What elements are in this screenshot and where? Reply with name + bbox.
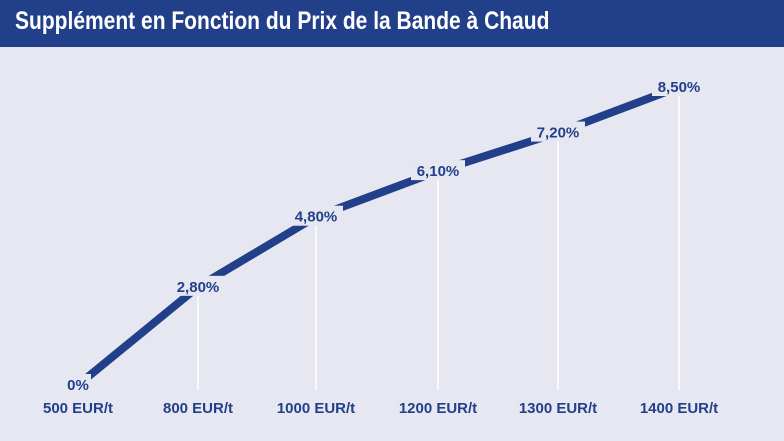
value-label: 2,80% bbox=[171, 275, 225, 296]
chart-title: Supplément en Fonction du Prix de la Ban… bbox=[15, 7, 550, 35]
x-tick-label: 500 EUR/t bbox=[43, 400, 113, 417]
value-label-bg bbox=[289, 205, 343, 226]
x-tick-label: 800 EUR/t bbox=[163, 400, 233, 417]
value-label-bg bbox=[652, 76, 706, 96]
value-label-text: 8,50% bbox=[658, 79, 701, 96]
x-tick-label: 1000 EUR/t bbox=[277, 400, 355, 417]
value-label-bg bbox=[65, 374, 91, 394]
value-label: 0% bbox=[65, 374, 91, 394]
series-segment bbox=[195, 213, 319, 291]
value-label-bg bbox=[171, 275, 225, 296]
x-tick-label: 1200 EUR/t bbox=[399, 400, 477, 417]
value-label-text: 2,80% bbox=[177, 279, 220, 296]
value-label-bg bbox=[411, 160, 465, 181]
leader-lines bbox=[197, 95, 680, 390]
value-label-bg bbox=[531, 121, 585, 142]
value-label: 7,20% bbox=[531, 121, 585, 142]
value-label: 8,50% bbox=[652, 76, 706, 96]
title-bar: Supplément en Fonction du Prix de la Ban… bbox=[0, 0, 784, 47]
x-tick-label: 1300 EUR/t bbox=[519, 400, 597, 417]
value-label-text: 6,10% bbox=[417, 163, 460, 180]
value-label-text: 7,20% bbox=[537, 125, 580, 142]
value-label: 6,10% bbox=[411, 160, 465, 181]
value-label-text: 0% bbox=[67, 377, 89, 394]
value-labels: 0% 2,80% 4,80% 6,10% 7,20% 8,50% bbox=[65, 76, 706, 394]
value-label-text: 4,80% bbox=[295, 209, 338, 226]
x-tick-label: 1400 EUR/t bbox=[640, 400, 718, 417]
value-label: 4,80% bbox=[289, 205, 343, 226]
data-series bbox=[75, 83, 681, 389]
category-labels: 500 EUR/t 800 EUR/t 1000 EUR/t 1200 EUR/t 13… bbox=[43, 400, 718, 417]
series-segment bbox=[75, 283, 201, 389]
